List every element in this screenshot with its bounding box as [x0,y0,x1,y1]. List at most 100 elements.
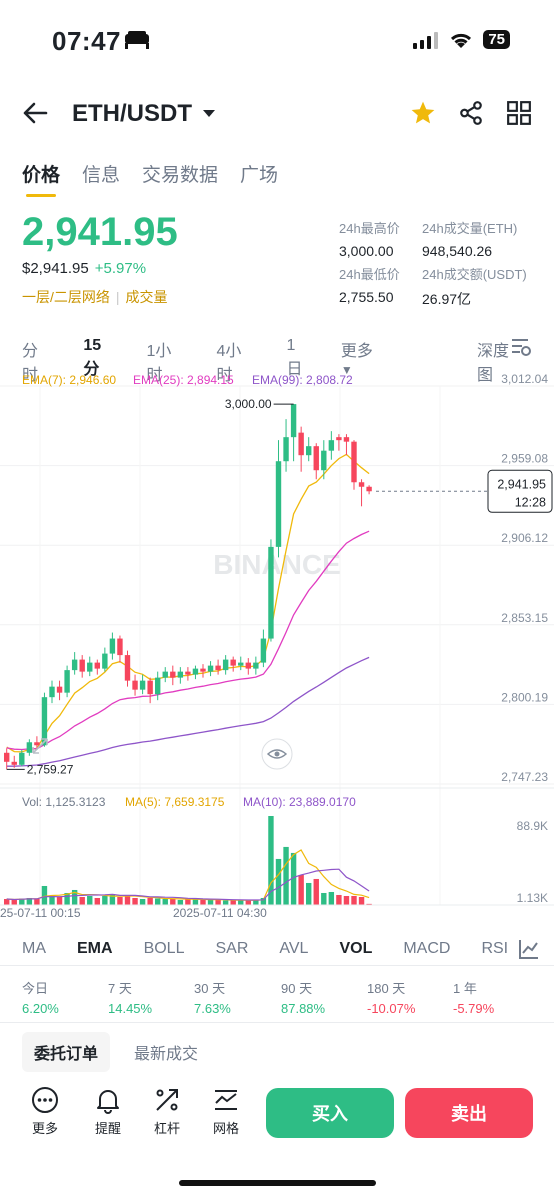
ema25-line [6,530,370,751]
interval-1d[interactable]: 1日 [286,337,303,378]
interval-line[interactable]: 分时 [22,343,39,384]
tab-info[interactable]: 信息 [82,165,121,186]
candle-body [49,686,55,698]
candle-body [41,697,48,746]
ema25-legend: EMA(25): 2,894.15 [133,373,234,387]
grid-menu-icon[interactable] [506,100,532,126]
indicator-rsi[interactable]: RSI [481,940,509,957]
share-icon[interactable] [458,100,484,126]
price-chart[interactable]: BINANCE EMA(7): 2,946.60 EMA(25): 2,894.… [0,368,554,908]
tab-square[interactable]: 广场 [240,165,279,186]
candle-body [102,653,108,669]
volume-bar [185,899,191,905]
candle-body [275,461,282,547]
candle-body [19,752,25,765]
volume-bar [19,898,25,905]
back-button[interactable] [22,100,48,134]
interval-more[interactable]: 更多 ▼ [341,337,447,385]
tab-latest-trades[interactable]: 最新成交 [134,1046,199,1063]
candle-body [162,671,168,678]
candle-body [268,546,274,639]
battery-icon: 75 [483,30,510,49]
vol-ma5-line [6,849,370,901]
candle-body [215,665,221,671]
interval-4h[interactable]: 4小时 [216,343,242,384]
interval-depth[interactable]: 深度图 [476,343,509,384]
chart-settings-icon[interactable] [510,336,532,363]
perf-1y: 1 年 -5.79% [453,978,494,1016]
candle-body [124,655,131,681]
interval-15m[interactable]: 15分 [83,337,102,378]
pair-name: ETH/USDT [72,100,192,127]
candle-body [230,659,236,666]
tab-price[interactable]: 价格 [22,160,60,197]
volume-bar [56,896,63,905]
stat-high-label: 24h最高价 [339,221,400,236]
vol-ma10-line [6,868,370,901]
indicator-ma[interactable]: MA [22,940,46,957]
price-tag-value: 2,941.95 [497,477,546,491]
tab-trading-data[interactable]: 交易数据 [142,165,219,186]
vol-axis-max: 88.9K [517,819,548,833]
candle-body [253,662,259,669]
price-usd-row: $2,941.95 +5.97% [22,260,146,277]
volume-bar [298,874,304,905]
volume-bar [358,896,365,905]
more-label: 更多 [31,1121,58,1136]
indicator-settings-icon[interactable] [518,938,540,965]
sell-button[interactable]: 卖出 [405,1088,533,1138]
arrow-left-icon [23,102,48,124]
perf-today: 今日 6.20% [22,978,59,1016]
volume-bar [283,846,289,905]
volume-bar [109,893,116,905]
margin-button[interactable]: 杠杆 [153,1086,181,1137]
volume-bar [132,897,138,905]
interval-1h[interactable]: 1小时 [146,343,172,384]
status-icons: 75 [413,30,510,49]
volume-bar [155,898,161,905]
alert-button[interactable]: 提醒 [94,1086,122,1137]
candle-body [87,662,93,672]
volume-bar [313,878,319,905]
tab-open-orders[interactable]: 委托订单 [22,1032,111,1072]
indicator-ema[interactable]: EMA [77,940,113,957]
price-change: +5.97% [94,260,147,277]
stat-vol-usdt: 24h成交额(USDT) 26.97亿 [422,264,527,309]
last-price: 2,941.95 [22,210,178,254]
candle-body [147,680,153,695]
volume-bar [366,903,372,905]
volume-bar [253,899,259,905]
more-button[interactable]: 更多 [31,1086,59,1137]
expand-icon[interactable] [32,738,48,754]
candle-body [26,742,33,753]
tag-layer[interactable]: 一层/二层网络 [22,289,110,305]
candle-body [177,671,184,678]
indicator-avl[interactable]: AVL [279,940,309,957]
buy-button[interactable]: 买入 [266,1088,394,1138]
volume-bar [192,898,199,905]
eye-icon[interactable] [261,738,293,770]
volume-bar [215,899,221,905]
indicator-sar[interactable]: SAR [215,940,249,957]
star-icon[interactable] [410,100,436,126]
pair-selector[interactable]: ETH/USDT [72,100,216,128]
volume-bar [79,896,85,905]
stat-vol-eth-value: 948,540.26 [422,243,493,259]
candle-body [64,670,70,693]
tag-volume[interactable]: 成交量 [125,289,168,305]
y-axis-label: 3,012.04 [501,372,548,386]
tag-row: 一层/二层网络 | 成交量 [22,289,168,305]
candle-body [192,668,199,675]
vol-ma10-legend: MA(10): 23,889.0170 [243,795,356,809]
indicator-macd[interactable]: MACD [403,940,451,957]
volume-bar [147,897,153,905]
perf-value: 7.63% [194,1001,231,1016]
grid-button[interactable]: 网格 [212,1086,240,1137]
perf-label: 今日 [22,981,49,996]
candle-body [132,680,138,690]
indicator-vol[interactable]: VOL [339,940,373,957]
perf-value: 6.20% [22,1001,59,1016]
perf-label: 30 天 [194,981,226,996]
caret-down-icon: ▼ [340,363,353,377]
indicator-boll[interactable]: BOLL [143,940,185,957]
